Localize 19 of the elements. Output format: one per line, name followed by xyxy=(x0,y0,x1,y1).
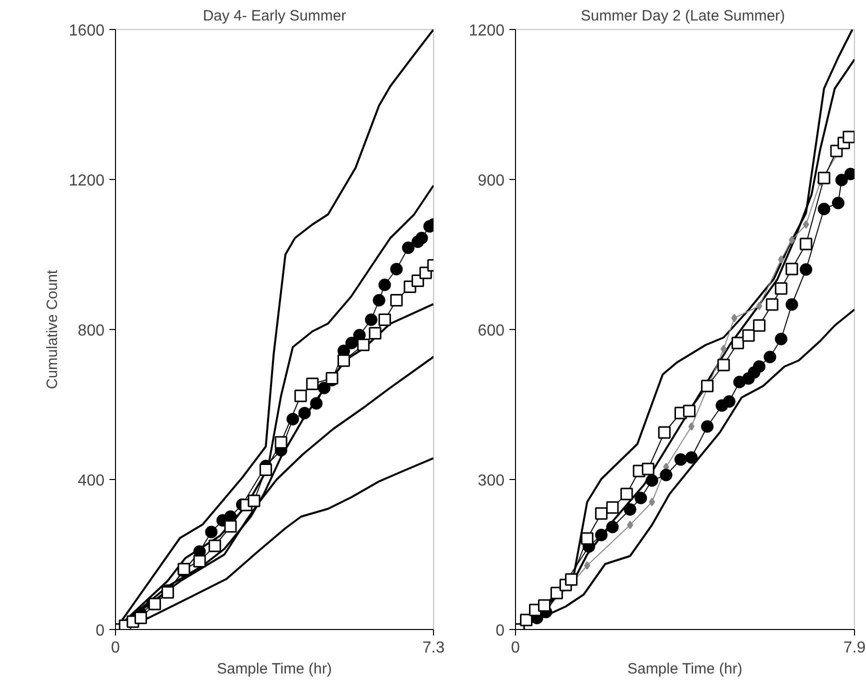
y-tick-label: 1200 xyxy=(68,172,105,190)
x-axis-title: Sample Time (hr) xyxy=(627,660,742,678)
x-tick-label: 7.3 xyxy=(422,640,445,656)
y-tick-label: 300 xyxy=(478,472,505,490)
y-tick-label: 900 xyxy=(478,172,505,190)
y-tick-label: 800 xyxy=(78,322,105,340)
chart-title: Day 4- Early Summer xyxy=(202,8,346,24)
x-tick-label: 0 xyxy=(511,640,520,656)
x-tick-label: 0 xyxy=(111,640,120,656)
y-tick-label: 0 xyxy=(496,622,505,640)
y-tick-label: 0 xyxy=(96,622,105,640)
y-tick-label: 600 xyxy=(478,322,505,340)
chart-title: Summer Day 2 (Late Summer) xyxy=(580,8,786,24)
x-tick-label: 7.9 xyxy=(843,640,866,656)
x-axis-title: Sample Time (hr) xyxy=(216,660,332,678)
y-tick-label: 1200 xyxy=(468,22,505,40)
y-tick-label: 1600 xyxy=(68,22,105,40)
y-tick-label: 400 xyxy=(78,472,105,490)
y-axis-title: Cumulative Count xyxy=(44,269,61,390)
